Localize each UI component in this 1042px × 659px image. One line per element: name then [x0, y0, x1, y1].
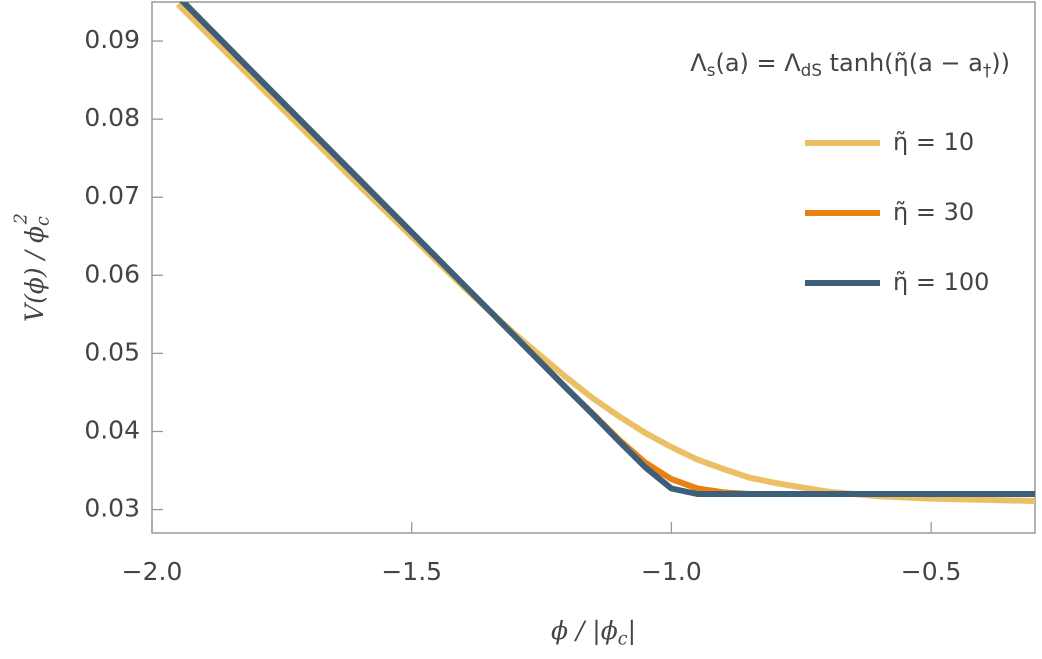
- y-tick-label: 0.09: [84, 25, 140, 54]
- x-tick-label: −0.5: [901, 557, 962, 586]
- superscript: 2: [11, 213, 31, 225]
- text-part: V(ϕ) / ϕ: [20, 226, 49, 322]
- subscript: dS: [801, 60, 822, 80]
- plot-area: [175, 2, 1035, 504]
- text-part: ϕ / |ϕ: [551, 616, 618, 646]
- x-axis-label: ϕ / |ϕc|: [551, 616, 636, 650]
- y-tick-label: 0.06: [84, 259, 140, 288]
- legend-title: Λs(a) = ΛdS tanh(η̃(a − a†)): [690, 49, 1010, 80]
- legend-label: η̃ = 100: [893, 268, 989, 296]
- y-axis-label: V(ϕ) / ϕc2: [11, 213, 53, 322]
- subscript: c: [618, 629, 628, 649]
- legend-label: η̃ = 30: [893, 198, 974, 226]
- text-part: |: [628, 616, 636, 646]
- text-part: )): [991, 49, 1010, 77]
- x-tick-label: −1.5: [381, 557, 442, 586]
- text-part: Λ: [690, 49, 707, 77]
- series-line: [179, 2, 1035, 497]
- subscript: †: [983, 60, 991, 80]
- x-tick-label: −1.0: [641, 557, 702, 586]
- y-tick-label: 0.05: [84, 337, 140, 366]
- y-tick-label: 0.03: [84, 494, 140, 523]
- y-tick-label: 0.07: [84, 181, 140, 210]
- x-tick-label: −2.0: [122, 557, 183, 586]
- plot-frame: [151, 1, 1036, 534]
- y-tick-label: 0.08: [84, 103, 140, 132]
- legend-label: η̃ = 10: [893, 128, 974, 156]
- text-part: (a) = Λ: [715, 49, 801, 77]
- y-tick-label: 0.04: [84, 415, 140, 444]
- text-part: tanh(η̃(a − a: [822, 49, 983, 77]
- subscript: s: [707, 60, 716, 80]
- subscript: c: [33, 216, 53, 226]
